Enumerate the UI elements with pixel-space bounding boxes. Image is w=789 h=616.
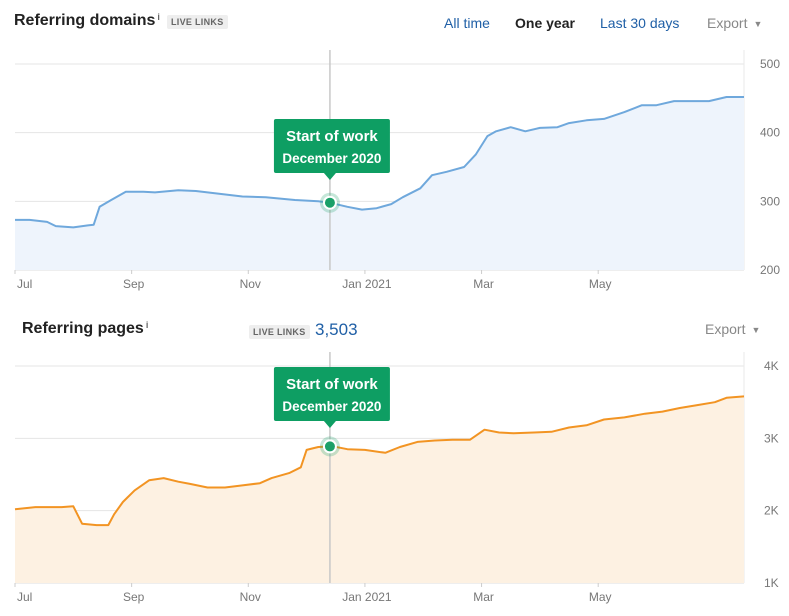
x-tick-label-mar: Mar — [473, 277, 494, 291]
tab-one-year[interactable]: One year — [515, 15, 575, 31]
start-of-work-marker[interactable] — [319, 192, 340, 213]
x-tick-label-jul: Jul — [17, 590, 32, 604]
referring-pages-title: Referring pages i — [22, 320, 148, 338]
y-tick-label: 1K — [764, 576, 779, 590]
tooltip-subtitle: December 2020 — [282, 151, 381, 166]
chevron-down-icon: ▼ — [753, 19, 763, 29]
referring-domains-area — [15, 97, 744, 270]
x-tick-label-jul: Jul — [17, 277, 32, 291]
referring-pages-area — [15, 396, 744, 583]
y-tick-label: 3K — [764, 431, 779, 445]
chevron-down-icon: ▼ — [751, 325, 761, 335]
live-links-badge: LIVE LINKS — [249, 325, 310, 339]
x-tick-label-sep: Sep — [123, 277, 145, 291]
referring-pages-line — [14, 395, 745, 527]
tab-last-30-days[interactable]: Last 30 days — [600, 15, 680, 31]
x-tick-label-nov: Nov — [240, 277, 261, 291]
y-tick-label: 300 — [760, 194, 780, 208]
referring-domains-title-text: Referring domains — [14, 12, 156, 29]
x-tick-label-sep: Sep — [123, 590, 145, 604]
export-label: Export — [705, 321, 746, 337]
start-of-work-marker[interactable] — [319, 436, 340, 457]
y-tick-label: 4K — [764, 359, 779, 373]
x-tick-label-may: May — [589, 277, 612, 291]
start-of-work-tooltip: Start of work December 2020 — [273, 119, 390, 180]
tooltip-title: Start of work — [286, 128, 378, 145]
tab-all-time[interactable]: All time — [444, 15, 490, 31]
referring-domains-title: Referring domains i — [14, 12, 160, 30]
start-of-work-tooltip: Start of work December 2020 — [273, 367, 390, 428]
y-tick-label: 200 — [760, 263, 780, 277]
info-icon[interactable]: i — [157, 12, 160, 22]
x-tick-label-jan-2021: Jan 2021 — [342, 590, 392, 604]
referring-domains-line — [15, 96, 744, 229]
export-label: Export — [707, 15, 748, 31]
y-tick-label: 500 — [760, 57, 780, 71]
y-tick-label: 2K — [764, 504, 779, 518]
live-links-badge: LIVE LINKS — [167, 15, 228, 29]
referring-domains-chart[interactable]: Jul Sep Nov Jan 2021 Mar May 200 300 400 500 Sta… — [0, 0, 789, 300]
y-tick-label: 400 — [760, 126, 780, 140]
info-icon[interactable]: i — [145, 320, 149, 330]
x-tick-label-may: May — [589, 590, 612, 604]
x-tick-label-jan-2021: Jan 2021 — [342, 277, 392, 291]
tooltip-subtitle: December 2020 — [282, 399, 381, 414]
x-tick-label-nov: Nov — [240, 590, 261, 604]
tooltip-title: Start of work — [286, 376, 378, 393]
referring-pages-title-text: Referring pages — [22, 320, 144, 337]
export-button-pages[interactable]: Export ▼ — [705, 321, 760, 337]
x-tick-label-mar: Mar — [473, 590, 494, 604]
referring-pages-count[interactable]: 3,503 — [315, 320, 358, 339]
export-button-domains[interactable]: Export ▼ — [707, 15, 762, 31]
